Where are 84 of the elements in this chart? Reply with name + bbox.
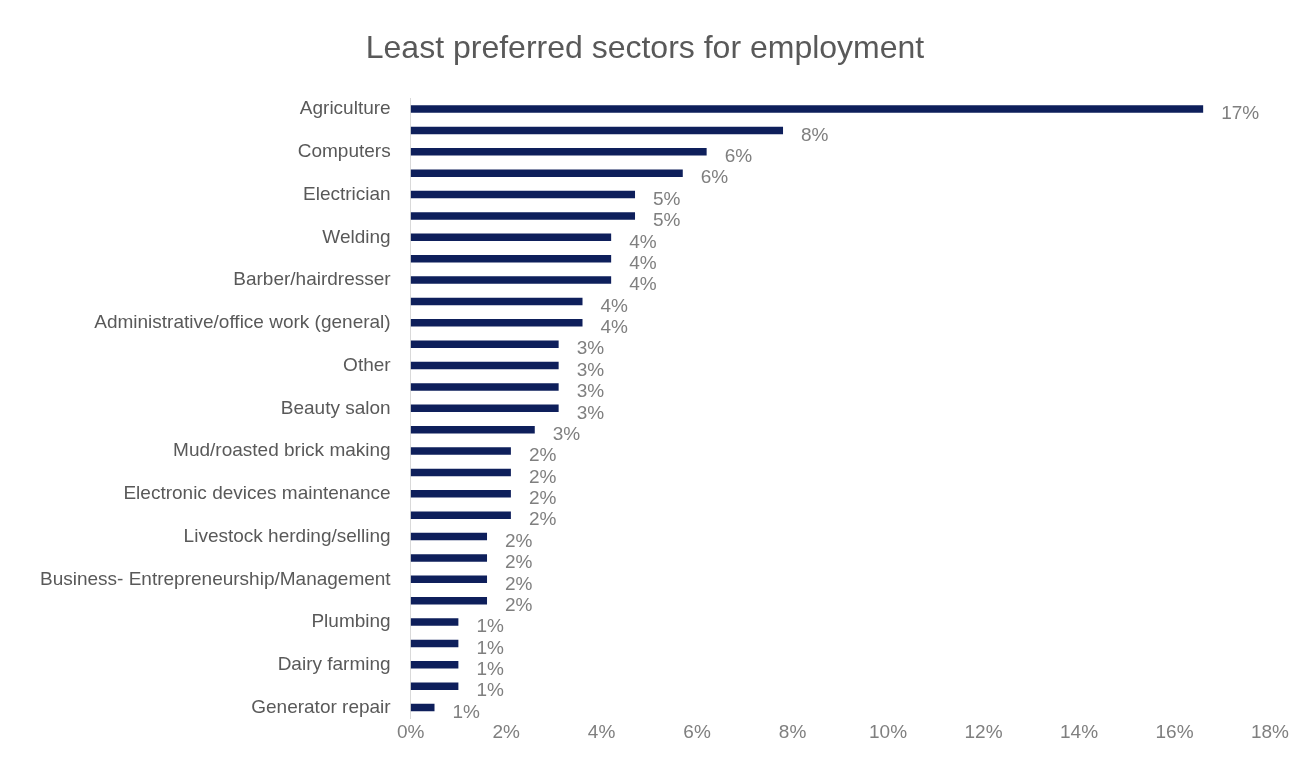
x-tick-label: 18% (1250, 720, 1290, 742)
data-label: 1% (476, 679, 504, 701)
bar (410, 254, 612, 263)
bar (410, 105, 1204, 113)
data-label: 5% (653, 187, 681, 209)
y-tick-label: Dairy farming (277, 653, 391, 674)
data-label: 2% (528, 444, 557, 466)
bar (410, 639, 459, 648)
data-label: 3% (576, 401, 605, 423)
data-label: 4% (629, 230, 657, 252)
y-tick-label: Electronic devices maintenance (123, 482, 391, 504)
data-label: 2% (528, 487, 557, 509)
bar (410, 490, 511, 498)
y-tick-label: Mud/roasted brick making (173, 439, 391, 461)
bar (410, 383, 559, 391)
data-label: 6% (724, 145, 753, 167)
data-label: 2% (505, 529, 533, 551)
x-tick-label: 8% (778, 720, 807, 742)
data-label: 1% (452, 700, 481, 722)
x-tick-label: 2% (492, 720, 520, 742)
bar (410, 425, 535, 434)
data-label: 8% (801, 123, 829, 145)
x-tick-label: 10% (869, 720, 908, 742)
bar (410, 661, 459, 669)
data-label: 4% (600, 316, 629, 338)
y-tick-label: Agriculture (299, 97, 391, 119)
data-label: 2% (528, 465, 557, 487)
bar (410, 319, 583, 327)
y-tick-label: Welding (322, 225, 391, 247)
x-tick-label: 6% (683, 720, 711, 742)
y-tick-label: Electrician (302, 182, 391, 204)
bar (410, 169, 683, 177)
data-label: 17% (1221, 102, 1260, 124)
bar (410, 212, 636, 220)
data-label: 4% (629, 273, 657, 295)
bar (410, 618, 459, 626)
bar (410, 276, 612, 284)
x-tick-label: 12% (964, 720, 1003, 742)
bar (410, 233, 612, 242)
data-label: 3% (576, 337, 605, 359)
bar (410, 190, 636, 199)
bar (410, 596, 488, 605)
data-label: 2% (505, 593, 533, 615)
y-tick-label: Other (343, 353, 392, 375)
bar (410, 404, 559, 413)
y-tick-label: Administrative/office work (general) (94, 311, 391, 333)
bar (410, 532, 488, 541)
data-label: 3% (576, 380, 605, 402)
bar (410, 340, 559, 348)
y-tick-label: Business- Entrepreneurship/Management (40, 567, 392, 589)
data-label: 1% (476, 615, 504, 637)
data-label: 2% (505, 572, 533, 594)
data-label: 3% (576, 358, 605, 380)
bar (410, 575, 488, 584)
bar (410, 126, 784, 135)
data-label: 1% (476, 636, 504, 658)
bar (410, 447, 511, 455)
data-label: 2% (528, 508, 557, 530)
x-tick-label: 4% (587, 720, 616, 742)
y-tick-label: Barber/hairdresser (233, 268, 392, 290)
y-tick-label: Beauty salon (280, 396, 391, 418)
y-tick-label: Plumbing (311, 610, 391, 632)
bar (410, 361, 559, 370)
y-tick-label: Livestock herding/selling (183, 524, 391, 546)
data-label: 1% (476, 658, 504, 679)
chart-title: Least preferred sectors for employment (365, 29, 925, 66)
bar (410, 297, 583, 306)
bar (410, 682, 459, 690)
x-tick-label: 0% (396, 720, 425, 742)
bar (410, 468, 511, 477)
data-label: 4% (600, 294, 629, 316)
data-label: 4% (629, 251, 657, 273)
bar (410, 511, 511, 519)
x-tick-label: 14% (1060, 720, 1099, 742)
data-label: 2% (505, 551, 533, 573)
data-label: 6% (700, 166, 729, 188)
bar (410, 148, 707, 156)
data-label: 5% (653, 209, 681, 231)
data-label: 3% (552, 422, 581, 444)
y-tick-label: Computers (297, 140, 391, 162)
x-tick-label: 16% (1155, 720, 1194, 742)
bar (410, 703, 435, 712)
y-tick-label: Generator repair (251, 695, 392, 717)
bar (410, 554, 488, 562)
